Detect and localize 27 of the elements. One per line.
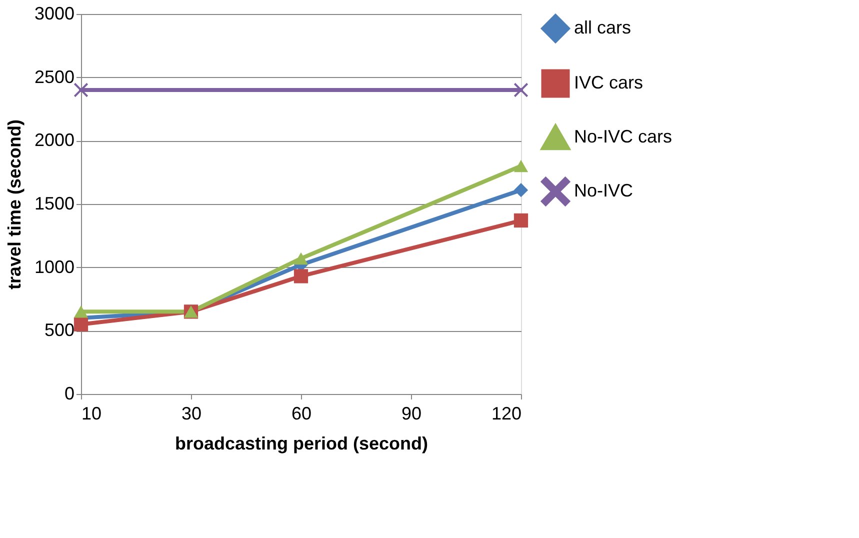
y-tick-label: 500 [44,320,74,340]
legend-label: No-IVC cars [574,126,672,146]
point [74,317,88,332]
legend-label: IVC cars [574,72,644,92]
x-tick-label: 10 [82,404,102,424]
point [294,252,308,265]
point [74,82,88,98]
y-tick-label: 2500 [34,66,74,87]
y-tick-label: 0 [64,384,74,404]
point [514,182,528,198]
x-tick-label: 120 [491,404,522,424]
point [74,306,88,318]
y-tick-label: 1500 [34,194,74,214]
legend-label: all cars [574,18,632,38]
x-tick-label: 60 [291,404,312,424]
x-tick-label: 30 [181,404,202,424]
x-axis-title: broadcasting period (second) [174,434,428,454]
y-tick-label: 2000 [34,130,74,150]
point [514,160,528,172]
y-tick-label: 3000 [34,4,74,24]
point [514,213,528,228]
y-tick-label: 1000 [34,256,74,277]
y-axis-title: travel time (second) [4,119,24,290]
point [514,82,528,98]
legend-label: No-IVC [574,180,634,200]
x-tick-label: 90 [401,404,422,424]
point [294,269,308,284]
